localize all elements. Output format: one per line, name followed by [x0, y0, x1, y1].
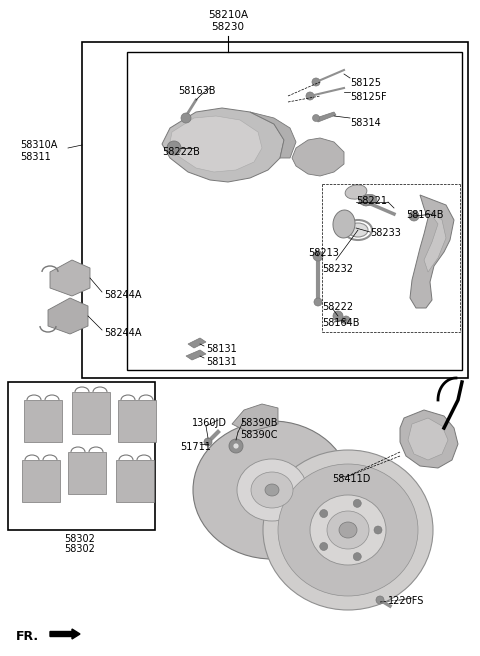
FancyArrow shape: [50, 629, 80, 639]
Text: FR.: FR.: [16, 630, 39, 643]
Circle shape: [320, 510, 328, 518]
Text: 58125F: 58125F: [350, 92, 386, 102]
Text: 58233: 58233: [370, 228, 401, 238]
Bar: [127, 52, 462, 370]
Circle shape: [409, 211, 419, 221]
Ellipse shape: [265, 484, 279, 496]
Text: 51711: 51711: [180, 442, 211, 452]
Text: 58311: 58311: [20, 152, 51, 162]
Text: 58213: 58213: [308, 248, 339, 258]
Circle shape: [312, 115, 320, 121]
Circle shape: [362, 198, 370, 206]
Text: 58302: 58302: [65, 534, 96, 544]
Circle shape: [229, 439, 243, 453]
Ellipse shape: [333, 210, 355, 238]
Text: 58244A: 58244A: [104, 290, 142, 300]
Ellipse shape: [345, 185, 367, 199]
Circle shape: [333, 311, 343, 321]
Circle shape: [374, 526, 382, 534]
Circle shape: [353, 552, 361, 561]
Polygon shape: [250, 112, 296, 158]
Text: 58222: 58222: [322, 302, 353, 312]
Polygon shape: [410, 195, 454, 308]
Text: 58163B: 58163B: [178, 86, 216, 96]
Polygon shape: [50, 260, 90, 296]
Ellipse shape: [278, 464, 418, 596]
Text: 58244A: 58244A: [104, 328, 142, 338]
Circle shape: [204, 438, 212, 446]
Text: 1360JD: 1360JD: [192, 418, 227, 428]
Polygon shape: [116, 460, 154, 502]
Text: 58230: 58230: [212, 22, 244, 32]
Polygon shape: [424, 210, 446, 272]
Circle shape: [342, 316, 350, 324]
Ellipse shape: [327, 511, 369, 549]
Ellipse shape: [263, 450, 433, 610]
Circle shape: [313, 251, 323, 261]
Text: 58164B: 58164B: [406, 210, 444, 220]
Text: 58390C: 58390C: [240, 430, 277, 440]
Ellipse shape: [359, 194, 377, 205]
Text: 58125: 58125: [350, 78, 381, 88]
Circle shape: [181, 113, 191, 123]
Circle shape: [320, 543, 328, 550]
Text: 58310A: 58310A: [20, 140, 58, 150]
Text: 58210A: 58210A: [208, 10, 248, 20]
Text: 58164B: 58164B: [322, 318, 360, 328]
Circle shape: [376, 596, 384, 604]
Circle shape: [314, 298, 322, 306]
Circle shape: [353, 499, 361, 507]
Polygon shape: [188, 338, 206, 348]
Polygon shape: [72, 392, 110, 434]
Bar: [82, 42, 468, 378]
Polygon shape: [186, 350, 206, 360]
Ellipse shape: [348, 223, 368, 237]
Text: 58314: 58314: [350, 118, 381, 128]
Text: 58411D: 58411D: [332, 474, 371, 484]
Polygon shape: [68, 452, 106, 494]
Text: 1220FS: 1220FS: [388, 596, 424, 606]
Polygon shape: [232, 404, 278, 432]
Polygon shape: [400, 410, 458, 468]
Text: 58302: 58302: [65, 544, 96, 554]
Text: 58221: 58221: [356, 196, 387, 206]
Text: 58390B: 58390B: [240, 418, 277, 428]
Circle shape: [312, 78, 320, 86]
Ellipse shape: [310, 495, 386, 565]
Polygon shape: [408, 418, 448, 460]
Circle shape: [306, 92, 314, 100]
Circle shape: [167, 141, 181, 155]
Text: 58131: 58131: [206, 344, 237, 354]
Text: 58232: 58232: [322, 264, 353, 274]
Bar: [8, 382, 155, 530]
Polygon shape: [292, 138, 344, 176]
Polygon shape: [316, 112, 336, 122]
Polygon shape: [118, 400, 156, 442]
Polygon shape: [24, 400, 62, 442]
Ellipse shape: [237, 459, 307, 521]
Ellipse shape: [251, 472, 293, 508]
Polygon shape: [48, 298, 88, 334]
Polygon shape: [22, 460, 60, 502]
Circle shape: [233, 443, 239, 449]
Ellipse shape: [339, 522, 357, 538]
Ellipse shape: [193, 421, 351, 559]
Polygon shape: [170, 116, 262, 172]
Text: 58222B: 58222B: [162, 147, 200, 157]
Polygon shape: [162, 108, 284, 182]
Text: 58131: 58131: [206, 357, 237, 367]
